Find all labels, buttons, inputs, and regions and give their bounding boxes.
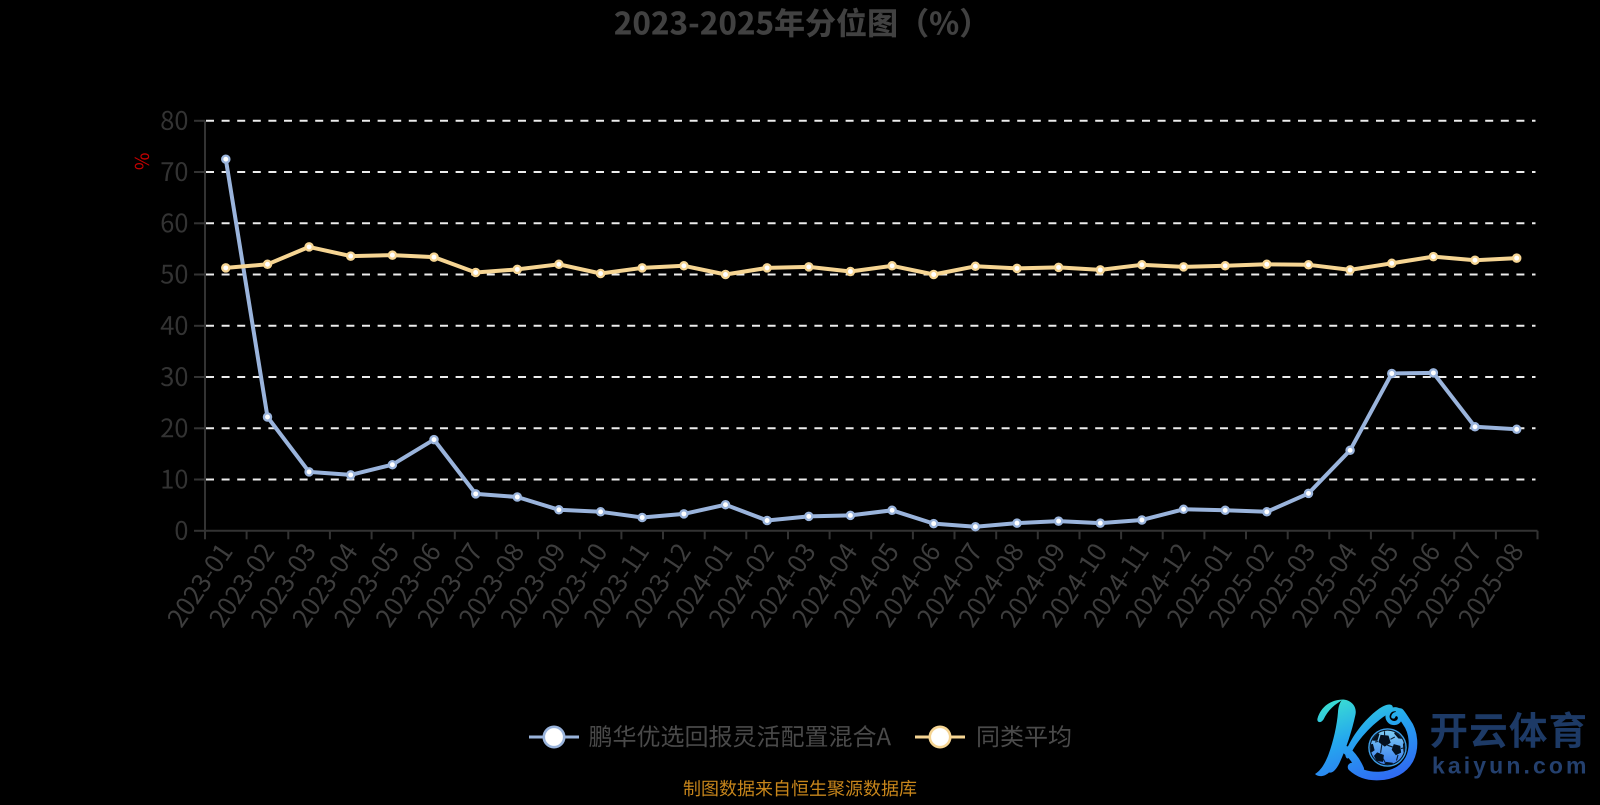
svg-text:kaiyun.com: kaiyun.com xyxy=(1432,753,1590,779)
